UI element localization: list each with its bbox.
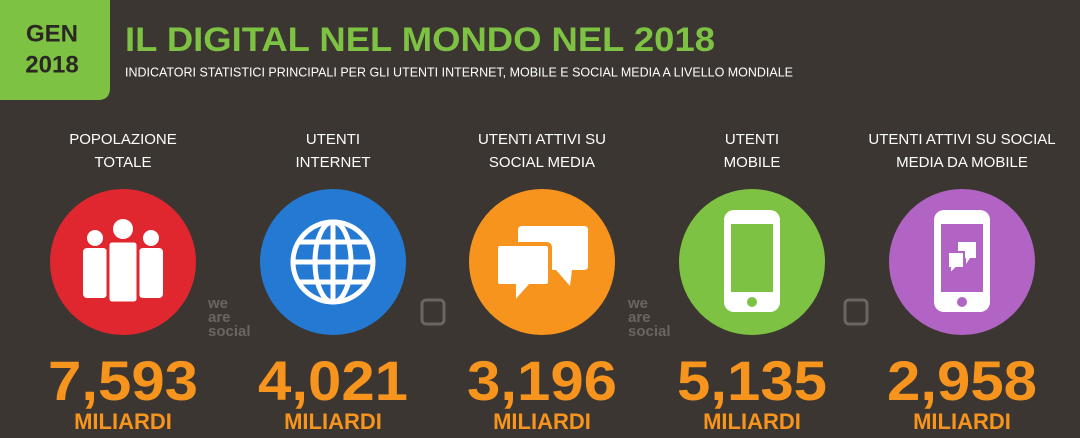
mobile-icon <box>679 189 825 335</box>
owl-logo <box>420 298 869 326</box>
internet-icon <box>260 189 406 335</box>
stat-label: UTENTI <box>725 131 779 148</box>
badge <box>0 0 110 100</box>
watermark: social <box>628 323 671 340</box>
stat-label: POPOLAZIONE <box>69 131 177 148</box>
stat-value: 7,593 <box>48 349 198 412</box>
stat-label: MOBILE <box>724 154 781 171</box>
stat-label: UTENTI ATTIVI SU SOCIAL <box>868 131 1055 148</box>
stat-label: INTERNET <box>296 154 371 171</box>
watermark: we <box>207 295 228 312</box>
stat-value: 5,135 <box>677 349 827 412</box>
population-icon <box>50 189 196 335</box>
stat-value: 3,196 <box>467 349 617 412</box>
watermark: we <box>627 295 648 312</box>
stat-unit: MILIARDI <box>74 409 172 434</box>
social-icon <box>469 189 615 335</box>
mobile-social-icon <box>889 189 1035 335</box>
stat-unit: MILIARDI <box>703 409 801 434</box>
stat-label: UTENTI <box>306 131 360 148</box>
stat-label: SOCIAL MEDIA <box>489 154 595 171</box>
stat-value: 4,021 <box>258 349 408 412</box>
subtitle: INDICATORI STATISTICI PRINCIPALI PER GLI… <box>125 64 793 79</box>
stat-label: UTENTI ATTIVI SU <box>478 131 606 148</box>
watermark: are <box>628 309 651 326</box>
badge-year: 2018 <box>25 51 78 78</box>
badge-month: GEN <box>26 20 78 47</box>
title: IL DIGITAL NEL MONDO NEL 2018 <box>125 21 715 59</box>
stat-label: TOTALE <box>95 154 152 171</box>
stat-value: 2,958 <box>887 349 1037 412</box>
watermark: are <box>208 309 231 326</box>
stat-unit: MILIARDI <box>913 409 1011 434</box>
stat-unit: MILIARDI <box>493 409 591 434</box>
stat-label: MEDIA DA MOBILE <box>896 154 1028 171</box>
stat-unit: MILIARDI <box>284 409 382 434</box>
watermark: social <box>208 323 251 340</box>
